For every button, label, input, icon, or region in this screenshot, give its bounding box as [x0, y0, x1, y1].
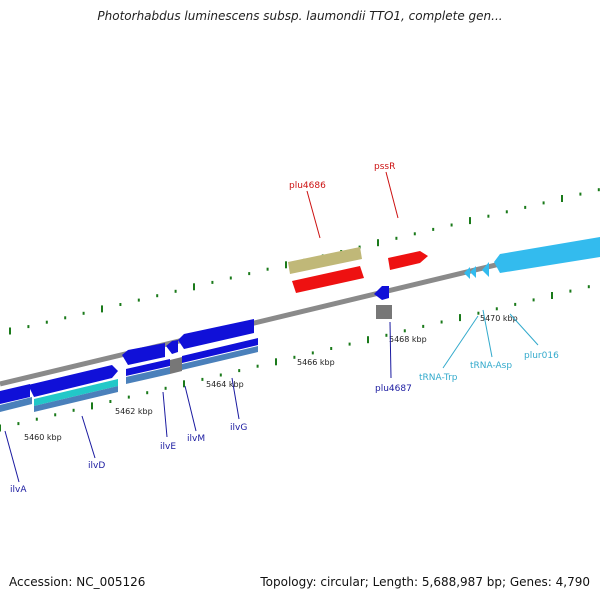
right-cds-glyph[interactable] — [494, 237, 600, 273]
gene-label-ilvD[interactable]: ilvD — [88, 461, 105, 471]
gene-glyphs — [0, 237, 600, 412]
gene-labels: ilvA ilvD ilvE ilvM ilvG plu4687 plu4686… — [10, 162, 559, 495]
scale-label: 5466 kbp — [297, 358, 335, 367]
gene-label-ilvE[interactable]: ilvE — [160, 442, 176, 452]
gene-label-plur016[interactable]: plur016 — [524, 351, 559, 361]
plu4686-pseudo-glyph[interactable] — [288, 247, 362, 274]
ilvG-strip1[interactable] — [182, 338, 258, 363]
callout-lines — [4, 171, 539, 483]
ilvG-callout — [231, 377, 240, 420]
plu4687-grey[interactable] — [376, 305, 392, 319]
pssR-glyph[interactable] — [388, 251, 428, 270]
accession-text: Accession: NC_005126 — [9, 575, 146, 589]
genome-summary-text: Topology: circular; Length: 5,688,987 bp… — [260, 575, 590, 589]
map-title: Photorhabdus luminescens subsp. laumondi… — [97, 9, 503, 23]
ilvD-glyph[interactable] — [28, 365, 118, 397]
ilvA-glyph[interactable] — [0, 384, 30, 404]
plu4687-glyph[interactable] — [374, 286, 389, 300]
scale-label: 5470 kbp — [480, 314, 518, 323]
gene-label-tRNA-Asp[interactable]: tRNA-Asp — [470, 361, 512, 371]
ilvD-callout — [81, 415, 96, 459]
ilvE-strip1[interactable] — [126, 359, 170, 376]
scale-labels: 5460 kbp 5462 kbp 5464 kbp 5466 kbp 5468… — [24, 314, 518, 442]
ilvM-callout — [184, 385, 197, 432]
ilvG-strip2[interactable] — [182, 346, 258, 370]
scale-label: 5460 kbp — [24, 433, 62, 442]
plu4686-glyph[interactable] — [292, 266, 364, 293]
ilvM-grey[interactable] — [170, 357, 182, 374]
ilvA-callout — [4, 430, 20, 483]
ilvG-glyph[interactable] — [178, 319, 254, 349]
upper-tick-row — [9, 188, 600, 335]
tRNA-Trp-glyph[interactable] — [464, 267, 470, 279]
gene-label-pssR[interactable]: pssR — [374, 162, 395, 172]
tRNA-Trp-callout — [442, 315, 479, 369]
ilvA-strip[interactable] — [0, 397, 32, 412]
plur016-glyph[interactable] — [482, 262, 489, 277]
plu4687-callout — [389, 321, 392, 379]
lower-tick-row — [0, 285, 590, 432]
ilvD-strip[interactable] — [34, 386, 118, 412]
gene-label-plu4687[interactable]: plu4687 — [375, 384, 412, 394]
plur016-callout — [509, 313, 539, 346]
tRNA-Asp-glyph[interactable] — [470, 266, 476, 278]
scale-label: 5462 kbp — [115, 407, 153, 416]
gene-label-plu4686[interactable]: plu4686 — [289, 181, 326, 191]
pssR-callout — [385, 171, 399, 219]
gene-label-ilvG[interactable]: ilvG — [230, 423, 247, 433]
ilvD-teal[interactable] — [34, 379, 118, 406]
ilvM-glyph[interactable] — [166, 340, 178, 354]
scale-label: 5464 kbp — [206, 380, 244, 389]
ilvE-strip2[interactable] — [126, 367, 170, 384]
gene-label-tRNA-Trp[interactable]: tRNA-Trp — [419, 373, 458, 383]
tRNA-Asp-callout — [482, 309, 493, 358]
gene-label-ilvM[interactable]: ilvM — [187, 434, 205, 444]
scale-label: 5468 kbp — [389, 335, 427, 344]
gene-label-ilvA[interactable]: ilvA — [10, 485, 27, 495]
plu4686-callout — [306, 190, 321, 239]
ilvE-glyph[interactable] — [122, 343, 165, 365]
ilvE-callout — [162, 391, 168, 438]
